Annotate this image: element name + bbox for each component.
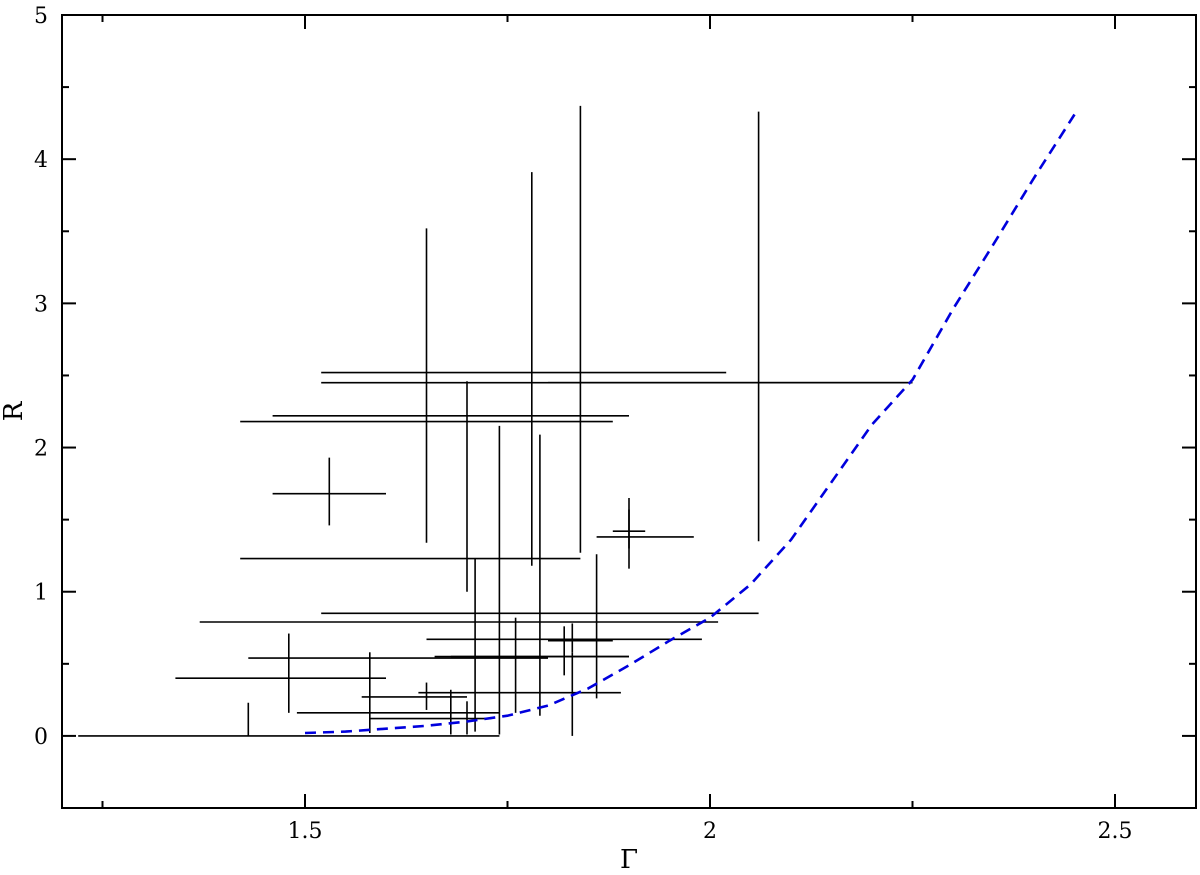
axis-ticks [62,14,1196,809]
data-point [272,381,629,592]
x-axis-label: Γ [620,845,638,875]
data-point [240,172,613,566]
y-tick-label: 1 [34,581,48,606]
model-curve [304,113,1076,735]
model-curve-group [304,113,1076,735]
x-tick-label: 1.5 [288,819,323,844]
y-tick-label: 4 [34,148,48,173]
data-point [321,434,759,716]
data-point [369,701,492,735]
data-point [78,702,500,737]
y-tick-label: 3 [34,292,48,317]
data-point [548,623,613,653]
y-tick-label: 0 [34,725,48,750]
data-point [199,425,719,735]
data-point [548,111,913,542]
x-tick-label: 2.5 [1098,819,1133,844]
data-point [361,682,467,710]
data-point [240,557,581,732]
plot-frame [61,14,1197,809]
data-point [434,626,629,676]
data-point [175,652,386,734]
data-point [596,498,694,569]
data-point [296,689,500,735]
y-axis-label: R [0,400,29,421]
y-tick-label: 5 [34,4,48,29]
y-tick-label: 2 [34,437,48,462]
data-point [612,509,646,549]
tick-labels: 1.5 2 2.5 0 1 2 3 4 5 [34,4,1133,844]
data-point [321,228,727,543]
x-tick-label: 2 [703,819,717,844]
data-point [321,105,913,553]
data-points [78,105,913,737]
data-point [248,633,548,713]
data-point [272,457,386,526]
